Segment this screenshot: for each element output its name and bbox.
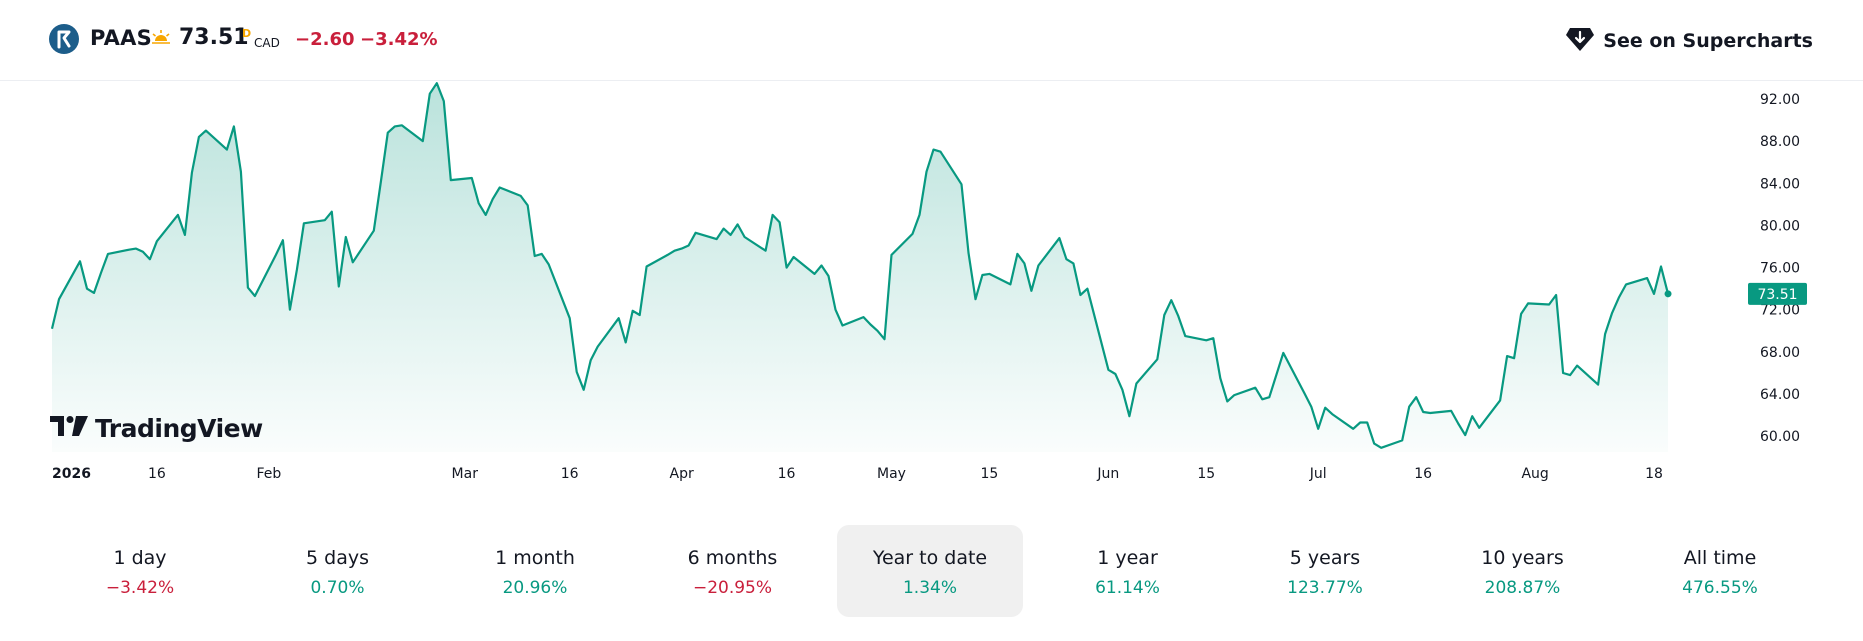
x-tick-label: 16 [778, 466, 796, 482]
price-change-percent: −3.42% [360, 29, 438, 50]
last-value-badge [1748, 282, 1807, 305]
period-label: All time [1683, 547, 1757, 569]
x-tick-label: 18 [1645, 466, 1663, 482]
x-tick-label: 2026 [52, 466, 91, 482]
company-logo-icon[interactable] [49, 24, 79, 54]
period-button-1-month[interactable]: 1 month 20.96% [442, 525, 628, 617]
supercharts-icon [1565, 25, 1595, 57]
period-label: 5 years [1289, 547, 1361, 569]
last-value-label: 73.51 [1757, 287, 1797, 303]
y-tick-label: 88.00 [1760, 134, 1800, 150]
x-tick-label: Apr [670, 466, 694, 482]
y-tick-label: 80.00 [1760, 218, 1800, 234]
period-label: 10 years [1481, 547, 1564, 569]
price-change-absolute: −2.60 [295, 29, 355, 50]
period-change-value: 20.96% [502, 578, 568, 598]
period-button-5-years[interactable]: 5 years 123.77% [1232, 525, 1418, 617]
last-price: 73.51 [179, 25, 249, 50]
y-tick-label: 68.00 [1760, 345, 1800, 361]
period-change-value: 1.34% [902, 578, 957, 598]
period-button-6-months[interactable]: 6 months −20.95% [640, 525, 826, 617]
supercharts-label: See on Supercharts [1603, 30, 1813, 52]
period-button-10-years[interactable]: 10 years 208.87% [1430, 525, 1616, 617]
currency-label: CAD [254, 36, 280, 50]
performance-periods: 1 day −3.42% 5 days 0.70% 1 month 20.96% 6 mon… [47, 525, 1817, 617]
sun-icon [151, 29, 171, 51]
period-change-value: 476.55% [1682, 578, 1758, 598]
period-button-1-day[interactable]: 1 day −3.42% [47, 525, 233, 617]
period-label: 1 year [1097, 547, 1158, 569]
price-area-fill [52, 83, 1668, 452]
y-tick-label: 92.00 [1760, 92, 1800, 108]
period-button-all-time[interactable]: All time 476.55% [1627, 525, 1813, 617]
y-tick-label: 64.00 [1760, 387, 1800, 403]
price-flag: D [242, 27, 252, 40]
y-tick-label: 76.00 [1760, 261, 1800, 277]
period-button-1-year[interactable]: 1 year 61.14% [1035, 525, 1221, 617]
symbol-header: PAAS 73.51 D CAD −2.60 −3.42% See on Sup… [0, 0, 1863, 81]
period-change-value: 61.14% [1095, 578, 1160, 598]
period-change-value: −3.42% [105, 578, 175, 598]
x-tick-label: Aug [1521, 466, 1548, 482]
see-on-supercharts-button[interactable]: See on Supercharts [1565, 26, 1813, 56]
x-tick-label: Jul [1309, 466, 1327, 482]
period-change-value: 123.77% [1287, 578, 1363, 598]
period-button-year-to-date[interactable]: Year to date 1.34% [837, 525, 1023, 617]
period-label: 6 months [687, 547, 778, 569]
period-change-value: 208.87% [1484, 578, 1561, 598]
price-chart[interactable]: 60.00 64.00 68.00 72.00 76.00 80.00 84.00 88.00… [0, 80, 1863, 500]
period-change-value: 0.70% [310, 578, 365, 598]
period-label: 1 month [495, 547, 575, 569]
x-tick-label: Feb [256, 466, 281, 482]
period-change-value: −20.95% [692, 578, 773, 598]
x-tick-label: 15 [1197, 466, 1215, 482]
price-line [50, 82, 1670, 449]
tradingview-logo[interactable]: TradingView [50, 414, 263, 443]
period-label: 1 day [113, 547, 167, 569]
x-tick-label: 15 [981, 466, 999, 482]
y-tick-label: 60.00 [1760, 429, 1800, 445]
tradingview-logo-icon [50, 415, 88, 442]
x-tick-label: May [877, 466, 906, 482]
period-label: 5 days [306, 547, 369, 569]
x-tick-label: Mar [452, 466, 479, 482]
x-tick-label: 16 [561, 466, 579, 482]
x-tick-label: Jun [1096, 466, 1119, 482]
symbol-name[interactable]: PAAS [90, 26, 152, 50]
y-tick-label: 84.00 [1760, 176, 1800, 192]
last-price-point [1664, 290, 1672, 298]
y-tick-label: 72.00 [1760, 303, 1800, 319]
tradingview-logo-text: TradingView [95, 414, 263, 443]
x-tick-label: 16 [148, 466, 166, 482]
x-tick-label: 16 [1414, 466, 1432, 482]
period-label: Year to date [872, 547, 988, 569]
period-button-5-days[interactable]: 5 days 0.70% [245, 525, 431, 617]
